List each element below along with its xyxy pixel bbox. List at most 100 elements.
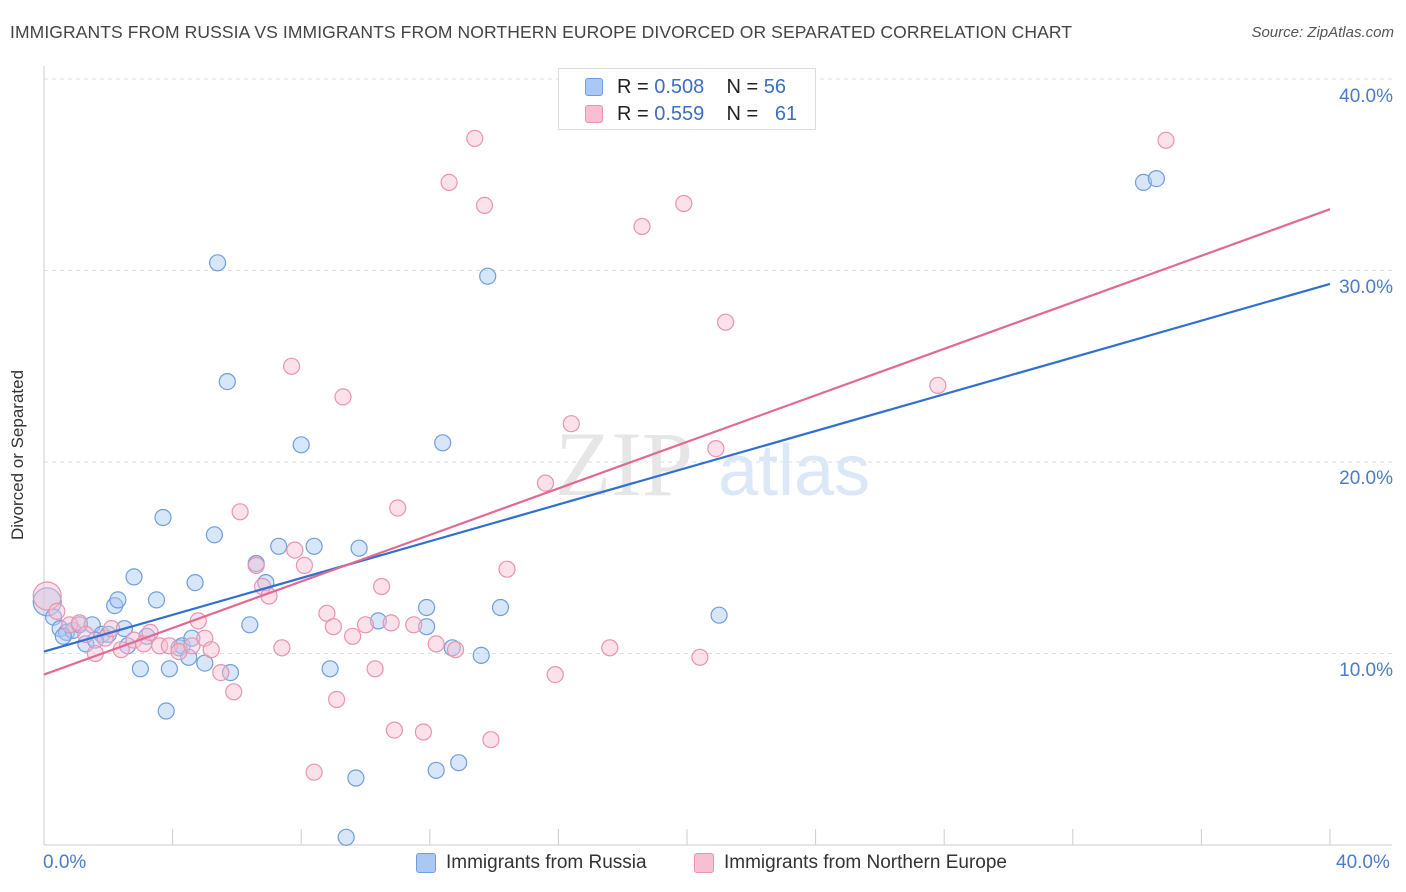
data-point xyxy=(498,560,516,578)
data-point xyxy=(929,376,947,394)
stats-row-russia: R = 0.508 N = 56 xyxy=(585,74,786,100)
ne-swatch xyxy=(585,105,603,123)
y-tick-label: 30.0% xyxy=(1339,277,1393,298)
data-point xyxy=(151,637,169,655)
data-point xyxy=(633,217,651,236)
x-tick-label: 0.0% xyxy=(43,852,87,873)
data-point xyxy=(491,598,510,617)
data-point xyxy=(247,556,265,575)
data-point xyxy=(283,357,301,375)
data-point xyxy=(160,660,178,678)
data-point xyxy=(1157,131,1175,149)
data-point xyxy=(418,598,436,617)
n-label: N = xyxy=(726,75,759,98)
data-point xyxy=(710,606,728,624)
data-point xyxy=(186,573,204,592)
data-point xyxy=(675,194,693,213)
data-point xyxy=(32,581,62,611)
data-point xyxy=(344,627,362,645)
data-point xyxy=(160,637,178,655)
data-point xyxy=(482,731,500,749)
data-point xyxy=(427,761,445,779)
data-point xyxy=(286,541,304,559)
data-point xyxy=(131,660,149,678)
data-point xyxy=(321,660,339,678)
data-point xyxy=(466,129,484,147)
russia-swatch xyxy=(585,78,603,96)
series-russia xyxy=(32,170,1166,846)
legend-item-russia[interactable]: Immigrants from Russia xyxy=(416,852,647,874)
data-point xyxy=(716,313,735,331)
data-point xyxy=(1147,170,1166,188)
data-point xyxy=(369,612,387,630)
data-point xyxy=(109,591,127,609)
source-label: Source: ZipAtlas.com xyxy=(1251,24,1394,41)
data-point xyxy=(414,723,432,741)
data-point xyxy=(205,526,223,544)
stats-box: R = 0.508 N = 56 R = 0.559 N = 61 xyxy=(558,68,816,130)
n-value: 56 xyxy=(763,75,787,98)
r-value: 0.559 xyxy=(654,102,705,125)
data-point xyxy=(691,648,709,666)
data-point xyxy=(305,537,323,555)
data-point xyxy=(1134,173,1153,191)
data-point xyxy=(385,721,403,739)
data-point xyxy=(225,683,243,701)
data-point xyxy=(440,173,458,191)
data-point xyxy=(382,614,400,632)
data-point xyxy=(157,702,175,720)
russia-legend-swatch xyxy=(416,853,436,873)
data-point xyxy=(418,618,436,636)
data-point xyxy=(305,763,323,781)
data-point xyxy=(450,754,468,772)
chart-title: IMMIGRANTS FROM RUSSIA VS IMMIGRANTS FRO… xyxy=(10,22,1073,42)
y-tick-label: 40.0% xyxy=(1339,86,1393,107)
y-tick-label: 10.0% xyxy=(1339,660,1393,681)
ne-legend-swatch xyxy=(694,853,714,873)
data-point xyxy=(472,646,490,665)
data-point xyxy=(48,602,66,621)
data-point xyxy=(183,637,201,655)
stats-row-northern-europe: R = 0.559 N = 61 xyxy=(585,101,797,127)
data-point xyxy=(209,254,227,272)
data-point xyxy=(241,616,259,634)
axis-layer xyxy=(43,66,1392,846)
data-point xyxy=(273,639,291,657)
data-point xyxy=(337,828,355,846)
data-point xyxy=(347,769,365,787)
data-point xyxy=(562,415,580,433)
data-point xyxy=(601,639,619,657)
data-point xyxy=(231,503,249,521)
data-point xyxy=(536,474,555,492)
data-point xyxy=(328,690,346,709)
grid-layer xyxy=(44,78,1392,654)
data-point xyxy=(147,591,166,609)
y-tick-label: 20.0% xyxy=(1339,468,1393,489)
data-point xyxy=(154,508,172,527)
data-point xyxy=(270,537,288,555)
r-label: R = xyxy=(617,75,649,98)
watermark-atlas: atlas xyxy=(718,431,870,511)
data-point xyxy=(707,440,725,458)
data-point xyxy=(212,663,230,682)
r-value: 0.508 xyxy=(654,75,705,98)
x-tick-label: 40.0% xyxy=(1336,852,1390,873)
data-point xyxy=(221,663,240,682)
trend-line-northern-europe xyxy=(43,208,1331,676)
data-point xyxy=(373,577,391,596)
data-point xyxy=(446,641,465,659)
legend-item-northern-europe[interactable]: Immigrants from Northern Europe xyxy=(694,852,1007,874)
legend-label: Immigrants from Northern Europe xyxy=(724,852,1007,873)
y-axis-label: Divorced or Separated xyxy=(8,369,27,541)
data-point xyxy=(292,436,310,454)
data-point xyxy=(218,373,236,391)
n-label: N = xyxy=(726,102,759,125)
data-point xyxy=(405,616,423,634)
data-point xyxy=(434,434,452,452)
trend-line-russia xyxy=(43,282,1331,653)
data-point xyxy=(202,641,220,659)
data-point xyxy=(366,660,384,678)
data-point xyxy=(324,618,342,636)
data-point xyxy=(546,665,564,684)
